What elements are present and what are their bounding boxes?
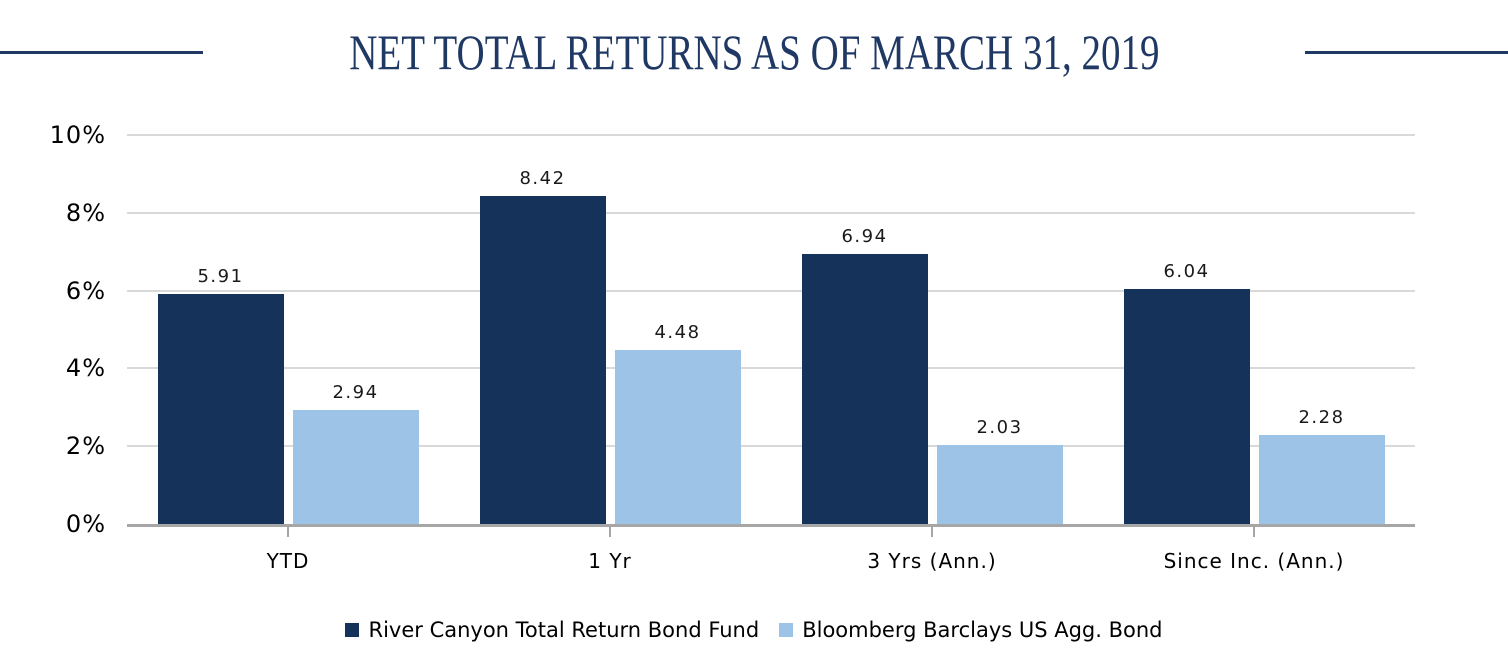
bar-value-label: 2.03	[976, 417, 1023, 439]
legend-label-1: Bloomberg Barclays US Agg. Bond	[802, 618, 1163, 642]
chart-legend: River Canyon Total Return Bond Fund Bloom…	[0, 618, 1508, 642]
gridline-2%	[127, 445, 1415, 448]
bar-group-1: 8.42 4.48	[449, 135, 771, 524]
bar-group-2: 6.94 2.03	[771, 135, 1093, 524]
x-axis-tick-1	[609, 527, 611, 537]
legend-swatch-0	[345, 623, 360, 637]
x-axis-tick-0	[287, 527, 289, 537]
y-axis-label-10%: 10%	[49, 121, 106, 149]
title-rule-right	[1305, 50, 1508, 54]
y-axis-label-6%: 6%	[65, 276, 106, 305]
x-axis-label-2: 3 Yrs (Ann.)	[867, 549, 997, 573]
bar-series0-cat1: 8.42	[479, 168, 606, 524]
chart-header: NET TOTAL RETURNS AS OF MARCH 31, 2019	[0, 0, 1508, 104]
gridline-10%	[127, 134, 1415, 136]
bar-series0-cat0: 5.91	[157, 266, 284, 524]
x-axis-label-1: 1 Yr	[588, 549, 632, 573]
bar-group-0: 5.91 2.94	[127, 135, 449, 524]
x-axis-label-3: Since Inc. (Ann.)	[1163, 549, 1345, 573]
bar-series1-cat3: 2.28	[1258, 407, 1385, 524]
bar-value-label: 5.91	[197, 266, 244, 288]
bar-value-label: 4.48	[654, 321, 701, 343]
bar-value-label: 6.04	[1163, 261, 1210, 283]
bar-series0-cat2: 6.94	[801, 226, 928, 524]
page-title: NET TOTAL RETURNS AS OF MARCH 31, 2019	[348, 24, 1160, 80]
y-axis-label-4%: 4%	[65, 354, 106, 383]
bar-value-label: 6.94	[841, 226, 888, 248]
legend-swatch-1	[779, 623, 794, 637]
x-axis-tick-3	[1253, 527, 1255, 537]
legend-item-0: River Canyon Total Return Bond Fund	[345, 618, 759, 642]
x-axis-label-0: YTD	[266, 549, 310, 573]
gridline-8%	[127, 211, 1415, 214]
legend-item-1: Bloomberg Barclays US Agg. Bond	[779, 618, 1163, 642]
bar-series1-cat0: 2.94	[292, 382, 419, 524]
y-axis-label-2%: 2%	[65, 432, 106, 461]
gridline-4%	[127, 367, 1415, 370]
x-axis-baseline	[127, 524, 1415, 527]
title-rule-left	[0, 50, 203, 54]
bar-value-label: 8.42	[519, 168, 566, 190]
bar-group-3: 6.04 2.28	[1093, 135, 1415, 524]
plot-area: 5.91 2.94 YTD 8.42 4.48 1 Yr 6.94 2.03 3 Yrs (An…	[127, 134, 1415, 573]
bar-value-label: 2.94	[332, 381, 379, 403]
bar-value-label: 2.28	[1298, 407, 1345, 429]
bar-series1-cat2: 2.03	[936, 417, 1063, 524]
y-axis: 0% 2% 4% 6% 8% 10%	[14, 123, 106, 536]
bar-series0-cat3: 6.04	[1123, 261, 1250, 524]
gridline-6%	[127, 289, 1415, 292]
y-axis-label-8%: 8%	[65, 198, 106, 227]
y-axis-label-0%: 0%	[65, 510, 106, 538]
bar-series1-cat1: 4.48	[614, 322, 741, 524]
legend-label-0: River Canyon Total Return Bond Fund	[368, 618, 760, 642]
x-axis-tick-2	[931, 527, 933, 537]
